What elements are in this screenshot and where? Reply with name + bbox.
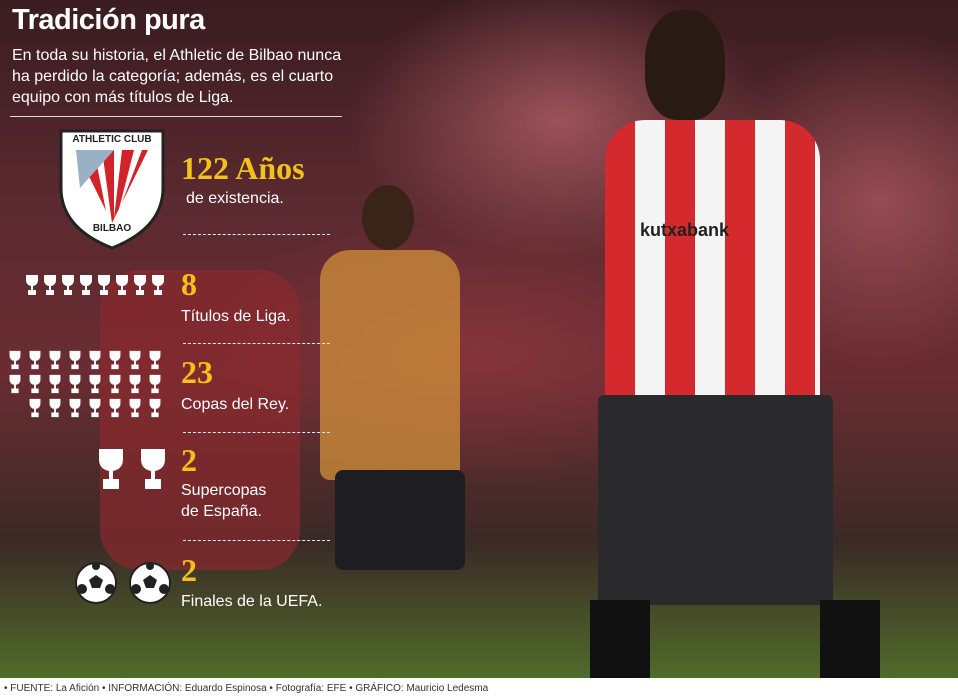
stat-supercopa-value: 2	[181, 442, 197, 478]
player-shorts	[598, 395, 833, 605]
divider-dotted	[183, 540, 330, 541]
cup-icon	[108, 374, 122, 394]
supercup-icon	[93, 447, 129, 491]
cup-icon	[48, 398, 62, 418]
stat-supercopa-label-1: Supercopas	[181, 482, 267, 499]
crest-bottom-text: BILBAO	[92, 223, 132, 234]
stat-uefa-label: Finales de la UEFA.	[181, 593, 323, 610]
trophy-icon	[79, 270, 93, 300]
cup-icon	[148, 398, 162, 418]
trophy-icon	[97, 270, 111, 300]
cup-icon	[128, 350, 142, 370]
cup-icon	[88, 350, 102, 370]
trophy-icon	[115, 270, 129, 300]
athletic-club-crest: ATHLETIC CLUB BILBAO	[58, 128, 166, 250]
intro-text: En toda su historia, el Athletic de Bilb…	[12, 47, 342, 106]
cup-icon	[128, 398, 142, 418]
blurred-player-head	[362, 185, 414, 250]
stat-years-value: 122 Años	[181, 150, 305, 186]
cup-icon	[48, 374, 62, 394]
cup-icon	[108, 350, 122, 370]
cup-icon	[128, 374, 142, 394]
player-head	[645, 10, 725, 120]
cup-icon	[28, 398, 42, 418]
divider	[10, 116, 342, 117]
divider-dotted	[183, 432, 330, 433]
blurred-player	[320, 250, 460, 480]
stat-uefa-value: 2	[181, 552, 197, 588]
cup-icon	[28, 350, 42, 370]
trophy-icon	[61, 270, 75, 300]
cup-icon	[28, 374, 42, 394]
trophy-icon	[151, 270, 165, 300]
cup-icon	[148, 374, 162, 394]
soccer-ball-icon	[74, 561, 118, 605]
crest-top-text: ATHLETIC CLUB	[72, 134, 152, 145]
blurred-player-shorts	[335, 470, 465, 570]
trophy-icon	[25, 270, 39, 300]
stat-copa-label: Copas del Rey.	[181, 396, 290, 413]
cup-icon	[48, 350, 62, 370]
cup-icon	[88, 398, 102, 418]
cup-icon	[8, 374, 22, 394]
cup-icon	[68, 374, 82, 394]
cup-icon	[148, 350, 162, 370]
trophy-icon	[133, 270, 147, 300]
player-legs	[590, 600, 880, 678]
cup-icon	[68, 398, 82, 418]
cup-icon	[88, 374, 102, 394]
soccer-ball-icon	[128, 561, 172, 605]
player-sponsor: kutxabank	[640, 220, 730, 240]
cup-icon	[8, 350, 22, 370]
stat-league-value: 8	[181, 266, 197, 302]
cup-icon	[68, 350, 82, 370]
background-photo: kutxabank	[0, 0, 958, 678]
supercopa-trophies	[93, 447, 173, 492]
uefa-final-balls	[74, 561, 174, 606]
stat-league-label: Títulos de Liga.	[181, 308, 291, 325]
stat-supercopa-label-2: de España.	[181, 503, 262, 520]
cup-icon	[108, 398, 122, 418]
stat-copa-value: 23	[181, 354, 213, 390]
supercup-icon	[135, 447, 171, 491]
copa-del-rey-cups	[8, 350, 168, 420]
blurred-player-2	[100, 270, 300, 570]
divider-dotted	[183, 234, 330, 235]
footer-credits: • FUENTE: La Afición • INFORMACIÓN: Edua…	[0, 678, 958, 699]
trophy-icon	[43, 270, 57, 300]
league-trophies	[25, 270, 170, 300]
page-title: Tradición pura	[12, 4, 205, 36]
divider-dotted	[183, 343, 330, 344]
player-shirt	[605, 120, 820, 415]
stat-years-label: de existencia.	[186, 190, 284, 207]
